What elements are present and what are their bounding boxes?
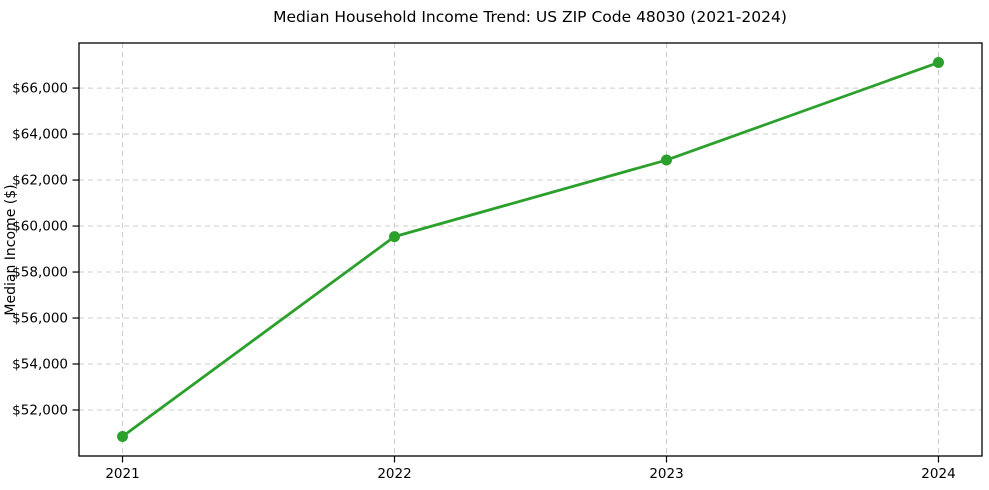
y-tick-label: $56,000 xyxy=(12,311,68,327)
y-tick-label: $62,000 xyxy=(12,173,68,189)
x-tick-label: 2024 xyxy=(921,466,955,482)
series-layer xyxy=(117,57,944,442)
plot-border xyxy=(78,42,983,457)
y-axis-label: Median Income ($) xyxy=(3,184,19,315)
y-tick-label: $66,000 xyxy=(12,81,68,97)
grid-layer xyxy=(79,43,982,456)
data-point xyxy=(660,154,672,166)
y-tick-label: $64,000 xyxy=(12,127,68,143)
x-tick-label: 2023 xyxy=(649,466,683,482)
y-tick-label: $52,000 xyxy=(12,403,68,419)
data-line xyxy=(121,61,939,438)
chart-title: Median Household Income Trend: US ZIP Co… xyxy=(273,8,787,26)
y-tick-label: $54,000 xyxy=(12,357,68,373)
data-point xyxy=(117,430,129,442)
y-tick-label: $58,000 xyxy=(12,265,68,281)
x-tick-label: 2021 xyxy=(105,466,139,482)
x-tick-label: 2022 xyxy=(377,466,411,482)
data-point xyxy=(932,57,944,69)
tick-layer: $52,000 $54,000 $56,000 $58,000 $60,000 $62,0… xyxy=(12,81,955,482)
y-tick-label: $60,000 xyxy=(12,219,68,235)
data-point xyxy=(389,231,401,243)
